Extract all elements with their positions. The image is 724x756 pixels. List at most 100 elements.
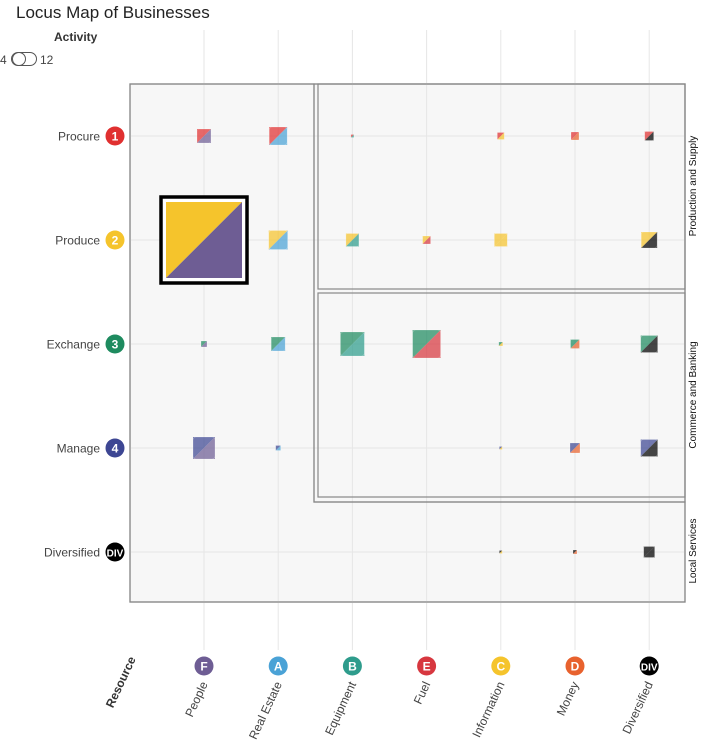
activity-toggle-label: Activity	[54, 30, 98, 44]
column-label: Money	[554, 679, 582, 718]
point-outline	[345, 233, 360, 247]
point-outline	[275, 445, 282, 451]
toggle-knob[interactable]	[12, 52, 26, 66]
point-outline	[643, 546, 656, 558]
point-outline	[498, 341, 504, 347]
row-label: Manage	[57, 442, 101, 456]
point-column-half[interactable]	[640, 439, 658, 457]
point-column-half[interactable]	[571, 132, 579, 140]
region-label: Production and Supply	[688, 136, 699, 237]
column-badge	[194, 656, 214, 676]
region-production-outline	[317, 83, 686, 290]
point-outline	[340, 331, 365, 357]
row-badge-label: 1	[112, 130, 119, 144]
column-badge	[342, 656, 362, 676]
point-column-half[interactable]	[197, 129, 211, 143]
point-column-half[interactable]	[271, 337, 286, 351]
point-column-half[interactable]	[412, 330, 441, 358]
column-badge	[268, 656, 288, 676]
activity-toggle-max: 12	[40, 53, 54, 67]
chart-title: Locus Map of Businesses	[16, 3, 210, 22]
column-badge	[639, 656, 659, 676]
row-badge-label: 4	[112, 442, 119, 456]
plot-panel	[129, 83, 686, 603]
point-outline	[270, 336, 286, 352]
row-badge-label: DIV	[107, 549, 124, 560]
column-label: Equipment	[322, 679, 359, 738]
column-label: People	[182, 679, 211, 719]
column-badge	[565, 656, 585, 676]
column-badge-label: D	[571, 660, 580, 674]
point-outline	[412, 329, 441, 359]
row-label: Produce	[55, 234, 100, 248]
point-column-half[interactable]	[498, 342, 503, 346]
point-outline	[200, 340, 208, 348]
row-badge	[105, 230, 125, 250]
point-outline	[268, 126, 288, 146]
x-axis-title: Resource	[103, 654, 139, 710]
point-column-half[interactable]	[499, 446, 503, 450]
row-label: Procure	[58, 130, 100, 144]
point-column-half[interactable]	[641, 232, 658, 248]
point-column-half[interactable]	[643, 546, 655, 558]
column-label: Diversified	[620, 679, 656, 736]
row-badge	[105, 542, 125, 562]
point-column-half[interactable]	[201, 341, 207, 347]
point-outline	[498, 550, 503, 554]
point-column-half[interactable]	[269, 127, 288, 145]
column-label: Real Estate	[246, 679, 285, 741]
point-column-half[interactable]	[573, 550, 577, 554]
point-column-half[interactable]	[570, 339, 580, 349]
region-commerce-outline	[317, 292, 686, 498]
column-badge-label: C	[496, 660, 505, 674]
point-outline	[640, 231, 658, 249]
activity-toggle-min: 4	[0, 53, 7, 67]
point-column-half[interactable]	[193, 437, 215, 459]
point-outline	[496, 132, 505, 140]
point-outline	[192, 436, 216, 460]
point-column-half[interactable]	[422, 236, 431, 244]
point-column-half[interactable]	[350, 134, 354, 138]
row-badge-label: 2	[112, 234, 119, 248]
point-column-half[interactable]	[644, 131, 654, 141]
point-outline	[570, 131, 580, 141]
column-badge-label: E	[423, 660, 431, 674]
point-outline	[644, 131, 655, 141]
row-badge	[105, 438, 125, 458]
row-badge	[105, 334, 125, 354]
point-column-half[interactable]	[275, 445, 281, 451]
point-column-half[interactable]	[166, 202, 242, 278]
row-label: Diversified	[44, 546, 100, 560]
point-column-half[interactable]	[499, 550, 503, 554]
point-outline	[422, 235, 431, 245]
row-badge	[105, 126, 125, 146]
point-outline	[569, 442, 581, 454]
column-badge-label: B	[348, 660, 357, 674]
point-column-half[interactable]	[345, 233, 359, 247]
region-label: Local Services	[688, 518, 699, 583]
activity-toggle-switch[interactable]	[11, 52, 37, 66]
point-outline	[493, 233, 508, 247]
point-outline	[196, 128, 212, 144]
column-label: Fuel	[411, 679, 434, 706]
point-outline	[572, 549, 578, 555]
row-label: Exchange	[47, 338, 101, 352]
point-column-half[interactable]	[494, 233, 508, 247]
point-column-half[interactable]	[570, 443, 580, 453]
point-outline	[640, 335, 659, 353]
region-label: Commerce and Banking	[688, 341, 699, 448]
point-column-half[interactable]	[268, 230, 288, 250]
column-label: Information	[469, 679, 507, 739]
point-column-half[interactable]	[640, 335, 658, 353]
point-outline	[640, 439, 659, 457]
column-badge	[417, 656, 437, 676]
point-outline	[570, 339, 580, 349]
row-badge-label: 3	[112, 338, 119, 352]
point-column-half[interactable]	[340, 332, 365, 356]
point-outline	[498, 446, 503, 450]
column-badge	[491, 656, 511, 676]
column-badge-label: A	[274, 660, 283, 674]
point-outline	[350, 134, 355, 138]
point-column-half[interactable]	[497, 132, 505, 140]
